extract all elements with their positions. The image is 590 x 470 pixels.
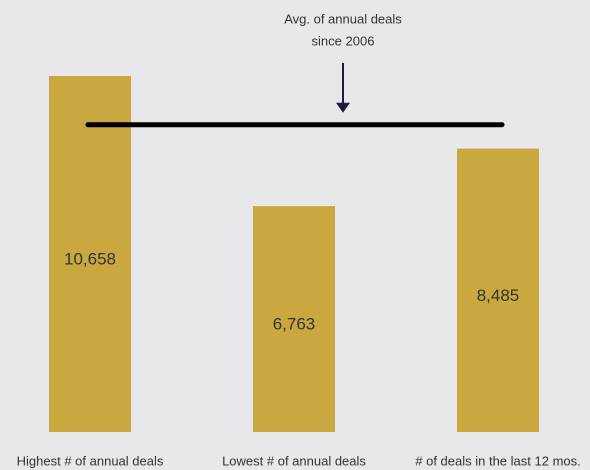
annotation: Avg. of annual deals bbox=[284, 11, 402, 26]
bar bbox=[253, 206, 335, 432]
category-label: Highest # of annual deals bbox=[17, 453, 164, 468]
value-label: 6,763 bbox=[273, 315, 316, 334]
annotation: since 2006 bbox=[312, 33, 375, 48]
bar bbox=[49, 76, 131, 432]
category-label: Lowest # of annual deals bbox=[222, 453, 366, 468]
value-label: 8,485 bbox=[477, 286, 520, 305]
value-label: 10,658 bbox=[64, 249, 116, 268]
bar bbox=[457, 148, 539, 432]
category-label: # of deals in the last 12 mos. bbox=[415, 453, 580, 468]
arrow-head bbox=[336, 102, 350, 113]
